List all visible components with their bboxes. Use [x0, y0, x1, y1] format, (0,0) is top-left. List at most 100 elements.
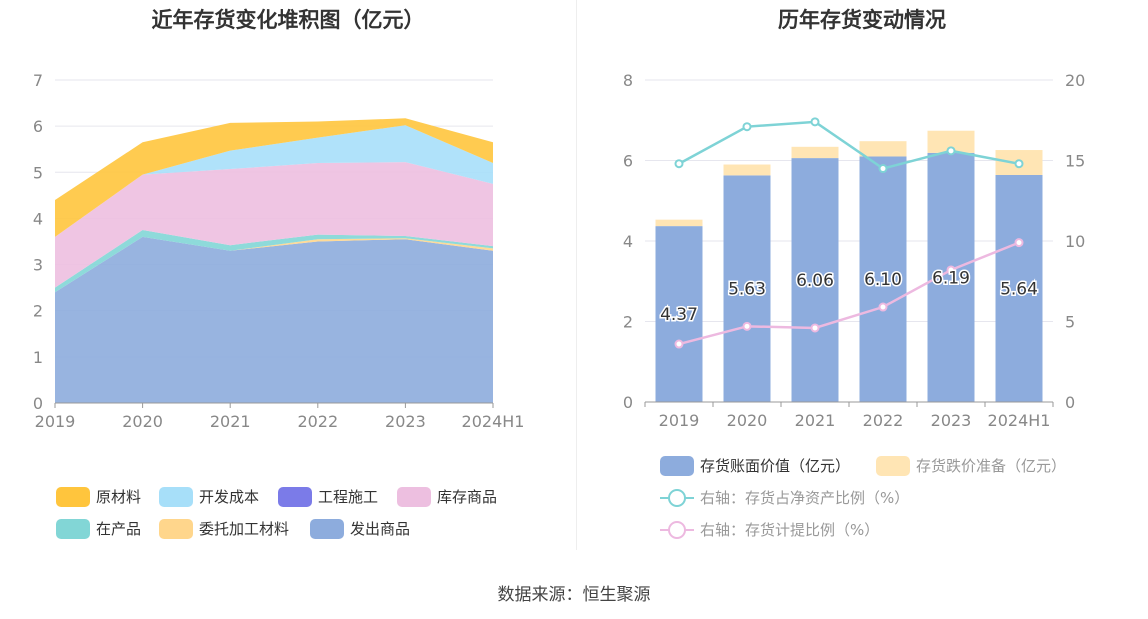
- bar-data-label: 6.06: [796, 271, 834, 291]
- legend-label: 原材料: [96, 488, 142, 506]
- bar-provision: [723, 164, 771, 176]
- legend-swatch-ratio-line: [660, 488, 694, 508]
- point-ratio: [946, 146, 956, 156]
- bar-data-label: 6.19: [932, 268, 970, 288]
- bar-book-value: [995, 174, 1043, 402]
- y-tick-label: 5: [33, 163, 43, 182]
- legend-swatch-book-value: [660, 455, 694, 476]
- area-series: [55, 118, 493, 237]
- bar-book-value: [655, 226, 703, 402]
- point-ratio: [674, 159, 684, 169]
- x-tick-label: 2021: [795, 411, 836, 430]
- bar-book-value: [723, 175, 771, 402]
- legend-swatch-dev: [159, 486, 193, 507]
- y2-tick-label: 20: [1065, 71, 1085, 90]
- legend-label: 存货跌价准备（亿元）: [916, 457, 1067, 475]
- bar-line-chart: 0 2 4 6 8 0 5 10 15 20 4.37 5.63 6.06 6.10 6.19 5.64 201…: [623, 71, 1086, 430]
- y2-tick-label: 0: [1065, 393, 1075, 412]
- legend-label: 发出商品: [350, 520, 411, 538]
- legend-item-stock[interactable]: 库存商品: [397, 486, 497, 507]
- point-provision: [946, 265, 956, 275]
- legend-swatch-raw: [56, 486, 90, 507]
- legend-swatch-stock: [397, 486, 431, 507]
- bar-data-label: 5.64: [1000, 279, 1038, 299]
- line-ratio: [678, 120, 1020, 170]
- bar-data-label: 6.10: [864, 270, 902, 290]
- y-tick-label: 4: [623, 232, 633, 251]
- legend-swatch-provision: [876, 455, 910, 476]
- y-tick-label: 6: [623, 152, 633, 171]
- legend-swatch-wip: [56, 518, 90, 539]
- point-provision: [878, 302, 888, 312]
- point-ratio: [878, 164, 888, 174]
- legend-label: 委托加工材料: [199, 520, 290, 538]
- point-ratio: [810, 117, 820, 127]
- bar-book-value: [791, 158, 839, 402]
- legend-label: 右轴：存货占净资产比例（%）: [700, 489, 910, 507]
- point-provision: [810, 323, 820, 333]
- legend-label: 开发成本: [199, 488, 260, 506]
- legend-item-shipped[interactable]: 发出商品: [310, 518, 410, 539]
- right-chart-title: 历年存货变动情况: [778, 8, 946, 32]
- legend-label: 在产品: [96, 520, 142, 538]
- legend-swatch-provision-line: [660, 520, 694, 540]
- x-tick-label: 2022: [297, 412, 338, 431]
- legend-item-ratio-line[interactable]: 右轴：存货占净资产比例（%）: [660, 487, 909, 508]
- point-provision: [742, 321, 752, 331]
- legend-item-entrusted[interactable]: 委托加工材料: [159, 518, 289, 539]
- x-tick-label: 2021: [210, 412, 251, 431]
- area-series: [55, 125, 493, 237]
- x-tick-label: 2019: [659, 411, 700, 430]
- legend-swatch-shipped: [310, 518, 344, 539]
- legend-item-book-value[interactable]: 存货账面价值（亿元）: [660, 455, 850, 476]
- left-chart-title: 近年存货变化堆积图（亿元）: [151, 8, 425, 32]
- bar-data-label: 5.63: [728, 280, 766, 300]
- legend-label: 存货账面价值（亿元）: [700, 457, 851, 475]
- y-tick-label: 3: [33, 256, 43, 275]
- legend-label: 库存商品: [437, 488, 498, 506]
- x-tick-label: 2019: [35, 412, 76, 431]
- bar-provision: [655, 219, 703, 227]
- bar-provision: [859, 141, 907, 157]
- y-tick-label: 7: [33, 71, 43, 90]
- bar-data-label: 4.37: [660, 305, 698, 325]
- x-tick-label: 2020: [122, 412, 163, 431]
- panel-divider: [576, 0, 577, 550]
- point-provision: [674, 339, 684, 349]
- legend-swatch-entrusted: [159, 518, 193, 539]
- y-tick-label: 2: [623, 313, 633, 332]
- x-tick-label: 2023: [385, 412, 426, 431]
- y-tick-label: 4: [33, 209, 43, 228]
- point-provision: [1014, 238, 1024, 248]
- y-tick-label: 1: [33, 348, 43, 367]
- y-tick-label: 2: [33, 302, 43, 321]
- y2-tick-label: 10: [1065, 232, 1085, 251]
- legend-item-wip[interactable]: 在产品: [56, 518, 141, 539]
- legend-swatch-eng: [278, 486, 312, 507]
- legend-item-raw[interactable]: 原材料: [56, 486, 141, 507]
- y-tick-label: 0: [33, 394, 43, 413]
- y-tick-label: 0: [623, 393, 633, 412]
- point-ratio: [742, 122, 752, 132]
- legend-item-dev[interactable]: 开发成本: [159, 486, 259, 507]
- point-ratio: [1014, 159, 1024, 169]
- area-series: [55, 162, 493, 288]
- legend-item-eng[interactable]: 工程施工: [278, 486, 378, 507]
- area-series: [55, 236, 493, 403]
- data-source: 数据来源：恒生聚源: [497, 585, 651, 605]
- legend-label: 工程施工: [318, 488, 379, 506]
- bar-provision: [927, 130, 975, 153]
- x-tick-label: 2024H1: [988, 411, 1051, 430]
- line-provision: [678, 241, 1020, 346]
- legend-item-provision-line[interactable]: 右轴：存货计提比例（%）: [660, 519, 879, 540]
- bar-provision: [791, 146, 839, 159]
- y-tick-label: 6: [33, 117, 43, 136]
- legend-item-provision[interactable]: 存货跌价准备（亿元）: [876, 455, 1066, 476]
- x-tick-label: 2022: [863, 411, 904, 430]
- area-series: [55, 229, 493, 293]
- bar-book-value: [859, 156, 907, 402]
- y2-tick-label: 5: [1065, 313, 1075, 332]
- x-tick-label: 2024H1: [462, 412, 525, 431]
- legend-label: 右轴：存货计提比例（%）: [700, 521, 880, 539]
